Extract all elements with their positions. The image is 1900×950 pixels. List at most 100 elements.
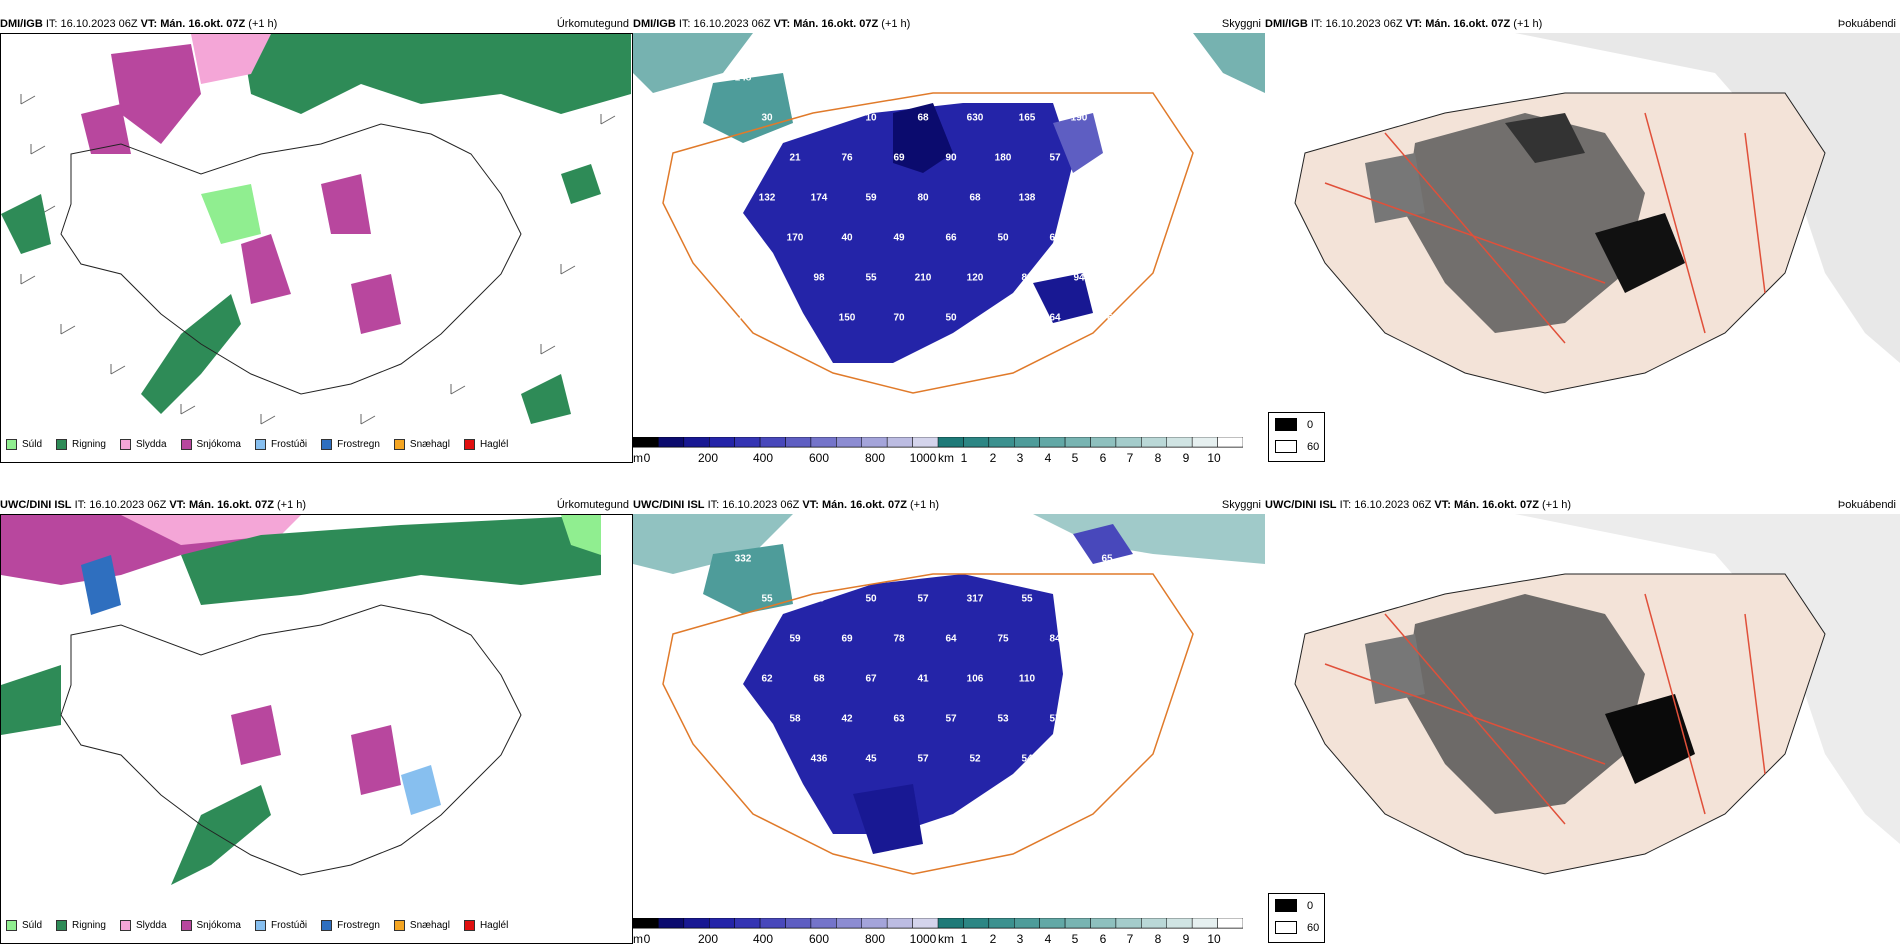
cloud-base-label: 144 [1122,192,1140,204]
cloud-base-label: 49 [1101,713,1113,725]
cloud-base-label: 210 [914,272,932,284]
colorbar-segment [1090,917,1117,929]
cloud-base-label: 64 [945,633,957,645]
legend-swatch [1275,899,1297,912]
fog-index-map[interactable] [1265,33,1900,429]
forecast-offset: (+1 h) [248,18,278,30]
cloud-base-label: 196 [1070,753,1088,765]
forecast-offset: (+1 h) [1542,499,1572,511]
cloud-base-label: 52 [997,72,1009,84]
colorbar-m-strip [632,917,939,929]
fog-map-frame [1265,514,1900,910]
tick-label: 6 [1099,451,1107,465]
cloud-base-label: 42 [841,713,853,725]
colorbar-segment [963,436,990,448]
cloud-base-label: 49 [893,232,905,244]
colorbar-segment [1039,917,1066,929]
legend-swatch [254,439,266,450]
colorbar-m-unit: m [633,451,643,465]
tick-label: 7 [1126,451,1134,465]
panel-title: Skyggni [1221,499,1261,511]
colorbar-segment [886,917,913,929]
cloud-base-label: 57 [917,593,929,605]
cloud-panel-row2: UWC/DINI ISL IT: 16.10.2023 06Z VT: Mán.… [632,496,1265,946]
cloud-map-frame [633,33,1265,429]
valid-time: Mán. 16.okt. 07Z [1453,499,1539,511]
cloud-base-label: 55 [761,593,773,605]
cloud-base-label: 50 [945,312,957,324]
precip-map-frame [0,514,633,944]
colorbar-km-unit: km [938,451,954,465]
cloud-base-label: 71 [737,713,749,725]
tick-label: 3 [1016,451,1024,465]
cloud-base-label: 76 [841,152,853,164]
init-time: 16.10.2023 06Z [722,499,800,511]
cloud-base-map[interactable] [633,514,1265,910]
colorbar-segment [1141,917,1167,929]
cloud-base-label: 94 [1073,272,1085,284]
legend-item-haglel: Haglél [463,439,508,450]
colorbar-segment [988,917,1015,929]
tick-label: 800 [864,932,886,946]
cloud-base-label: 132 [758,192,776,204]
valid-time: Mán. 16.okt. 07Z [1425,18,1511,30]
fog-index-map[interactable] [1265,514,1900,910]
cloud-base-label: 76 [1101,312,1113,324]
legend-item-sudl: Súld [6,439,42,450]
legend-item-snjokoma: Snjókoma [180,439,241,450]
tick-label: 1000 [909,932,937,946]
colorbar-m: m 0 200 400 600 800 1000 [632,917,939,946]
colorbar-segment [1191,917,1218,929]
cloud-base-label: 88 [1021,272,1033,284]
colorbar-segment [1064,436,1091,448]
fog-legend-item: 60 [1275,440,1319,453]
precip-map-frame [0,33,633,463]
panel-title: Þokuábendi [1837,499,1896,511]
colorbar-segment [1166,436,1193,448]
cloud-base-label: 62 [1049,72,1061,84]
precip-type-map[interactable] [1,515,632,943]
colorbar-segment [836,917,862,929]
colorbar-segment [1166,917,1193,929]
colorbar-segment [912,436,939,448]
precip-legend: Súld Rigning Slydda Snjókoma Frostúði Fr… [6,920,522,931]
cloud-base-label: 110 [1018,673,1036,685]
panel-title: Úrkomutegund [556,499,629,511]
cloud-base-label: 55 [865,272,877,284]
cloud-labels-row1: 148 266 249 223 67 52 62 58 30 04 10 68 630 165 190 28 1… [633,33,1265,429]
legend-swatch [56,439,68,450]
cloud-base-label: 58 [1101,72,1113,84]
cloud-base-map[interactable] [633,33,1265,429]
colorbar-segment [1039,436,1066,448]
fog-legend-item: 60 [1275,921,1319,934]
colorbar-segment [937,436,964,448]
precip-type-map[interactable] [1,34,632,462]
cloud-base-label: 80 [917,192,929,204]
tick-label: 0 [643,451,651,465]
init-time: 16.10.2023 06Z [89,499,167,511]
tick-label: 0 [643,932,651,946]
legend-swatch [6,920,17,931]
cloud-base-label: 110 [1098,633,1116,645]
legend-item-sudl: Súld [6,920,42,931]
colorbar-m: m 0 200 400 600 800 1000 [632,436,939,465]
fog-legend-item: 0 [1275,418,1313,431]
tick-label: 600 [808,932,830,946]
cloud-base-label: 55 [1021,593,1033,605]
cloud-base-label: 53 [997,713,1009,725]
tick-label: 1 [960,451,968,465]
model-name: UWC/DINI ISL [633,499,705,511]
forecast-offset: (+1 h) [881,18,911,30]
cloud-base-label: 57 [1049,713,1061,725]
panel-title: Skyggni [1221,18,1261,30]
legend-swatch [393,920,405,931]
fog-legend: 0 60 [1268,893,1325,943]
cloud-base-label: 159 [734,152,752,164]
panel-title: Úrkomutegund [556,18,629,30]
cloud-base-label: 63 [893,713,905,725]
cloud-base-label: 90 [945,152,957,164]
fog-legend: 0 60 [1268,412,1325,462]
init-time: 16.10.2023 06Z [693,18,771,30]
fog-legend-item: 0 [1275,899,1313,912]
forecast-offset: (+1 h) [277,499,307,511]
